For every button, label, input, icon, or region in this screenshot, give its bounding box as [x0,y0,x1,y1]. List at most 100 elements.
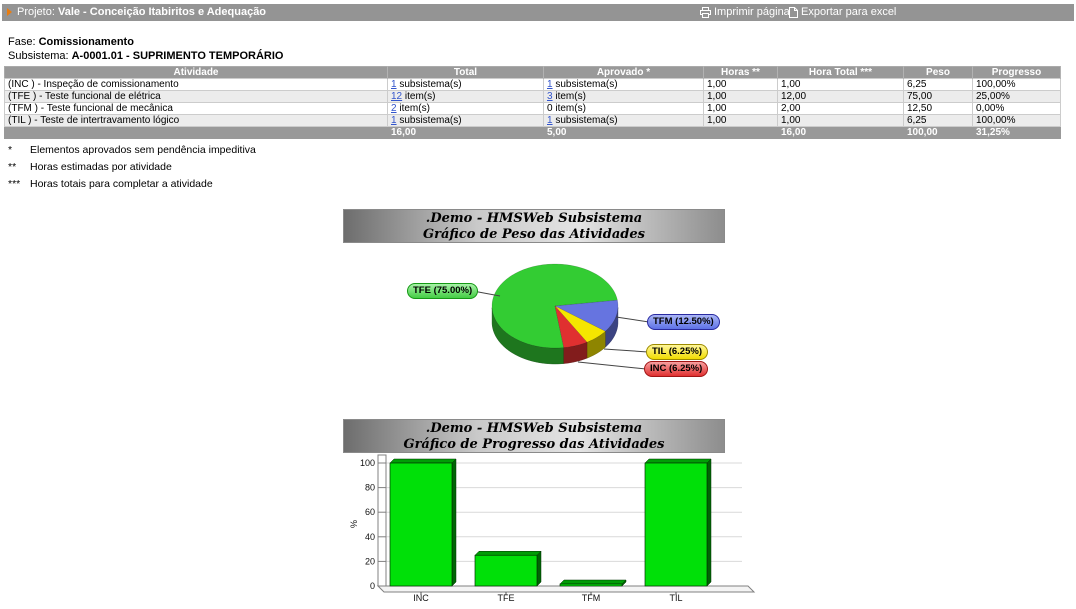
svg-text:TFM: TFM [582,593,601,603]
svg-text:0: 0 [370,581,375,591]
cell-hora-total: 1,00 [777,78,904,91]
table-row: (TFE ) - Teste funcional de elétrica 12 i… [4,90,1061,103]
svg-text:INC: INC [413,593,429,603]
col-hora-total: Hora Total *** [777,66,904,79]
svg-text:20: 20 [365,556,375,566]
cell-aprovado: 0 item(s) [543,102,704,115]
footnote-3: *** Horas totais para completar a ativid… [8,178,213,190]
bar-chart-canvas: 0 20 40 60 80 100% INC TFE TFM TIL [349,454,756,603]
table-header-row: Atividade Total Aprovado * Horas ** Hora… [4,66,1061,79]
cell-progresso: 100,00% [972,78,1061,91]
pie-chart: TFE (75.00%) TFM (12.50%) TIL (6.25%) IN… [340,248,770,400]
footnote-3-text: Horas totais para completar a atividade [30,178,213,190]
bar-chart-title-banner: .Demo - HMSWeb Subsistema Gráfico de Pro… [343,419,725,453]
pie-label-tfe: TFE (75.00%) [407,283,479,299]
cell-peso: 6,25 [903,78,973,91]
print-page-link[interactable]: Imprimir página [700,4,790,21]
total-count-link[interactable]: 12 [391,91,403,102]
bar-chart-title-line2: Gráfico de Progresso das Atividades [403,437,665,452]
total-count-link[interactable]: 1 [391,79,397,90]
approved-count-link[interactable]: 1 [547,115,553,126]
pie-chart-title-line2: Gráfico de Peso das Atividades [423,227,645,242]
subsystem-line: Subsistema: A-0001.01 - SUPRIMENTO TEMPO… [8,50,284,62]
cell-total: 1 subsistema(s) [387,114,544,127]
footer-horas [703,126,778,139]
table-row: (TIL ) - Teste de intertravamento lógico… [4,114,1061,127]
footnote-2-text: Horas estimadas por atividade [30,161,172,173]
svg-text:80: 80 [365,483,375,493]
col-atividade: Atividade [4,66,388,79]
phase-line: Fase: Comissionamento [8,36,134,48]
export-excel-link[interactable]: Exportar para excel [789,4,896,21]
pie-chart-title-banner: .Demo - HMSWeb Subsistema Gráfico de Pes… [343,209,725,243]
footnote-3-mark: *** [8,178,21,190]
cell-progresso: 0,00% [972,102,1061,115]
footnote-2-mark: ** [8,161,17,173]
approved-count: 0 [547,103,553,114]
svg-text:%: % [349,520,359,528]
cell-aprovado: 3 item(s) [543,90,704,103]
table-row: (TFM ) - Teste funcional de mecânica 2 it… [4,102,1061,115]
cell-total: 1 subsistema(s) [387,78,544,91]
footer-hora-total: 16,00 [777,126,904,139]
cell-peso: 6,25 [903,114,973,127]
cell-atividade: (TFM ) - Teste funcional de mecânica [4,102,388,115]
footnote-1-mark: * [8,144,13,156]
footnote-1-text: Elementos aprovados sem pendência impedi… [30,144,256,156]
col-horas: Horas ** [703,66,778,79]
footer-total: 16,00 [387,126,544,139]
svg-text:TIL: TIL [669,593,682,603]
cell-horas: 1,00 [703,114,778,127]
cell-total: 12 item(s) [387,90,544,103]
cell-peso: 75,00 [903,90,973,103]
bar-chart-title-line1: .Demo - HMSWeb Subsistema [425,421,643,436]
project-title-bar: Projeto: Vale - Conceição Itabiritos e A… [2,4,1074,21]
cell-atividade: (INC ) - Inspeção de comissionamento [4,78,388,91]
project-name: Vale - Conceição Itabiritos e Adequação [57,6,267,18]
cell-atividade: (TIL ) - Teste de intertravamento lógico [4,114,388,127]
cell-total: 2 item(s) [387,102,544,115]
svg-text:100: 100 [360,458,375,468]
project-label: Projeto: [17,6,55,18]
project-title: Projeto: Vale - Conceição Itabiritos e A… [17,4,266,21]
cell-hora-total: 12,00 [777,90,904,103]
footer-atividade [4,126,388,139]
table-row: (INC ) - Inspeção de comissionamento 1 su… [4,78,1061,91]
subsystem-value: A-0001.01 - SUPRIMENTO TEMPORÁRIO [71,50,284,62]
total-count-link[interactable]: 1 [391,115,397,126]
footer-peso: 100,00 [903,126,973,139]
col-peso: Peso [903,66,973,79]
pie-label-tfm: TFM (12.50%) [647,314,720,330]
table-footer-row: 16,00 5,00 16,00 100,00 31,25% [4,126,1061,139]
cell-hora-total: 2,00 [777,102,904,115]
cell-atividade: (TFE ) - Teste funcional de elétrica [4,90,388,103]
col-total: Total [387,66,544,79]
export-excel-label: Exportar para excel [801,6,897,18]
print-page-label: Imprimir página [714,6,790,18]
cell-hora-total: 1,00 [777,114,904,127]
footer-aprovado: 5,00 [543,126,704,139]
approved-count-link[interactable]: 1 [547,79,553,90]
svg-text:60: 60 [365,507,375,517]
cell-aprovado: 1 subsistema(s) [543,114,704,127]
cell-progresso: 100,00% [972,114,1061,127]
footnote-2: ** Horas estimadas por atividade [8,161,172,173]
phase-label: Fase: [8,36,36,48]
activity-table-body: (INC ) - Inspeção de comissionamento 1 su… [4,78,1061,127]
footer-progresso: 31,25% [972,126,1061,139]
svg-text:TFE: TFE [498,593,515,603]
cell-progresso: 25,00% [972,90,1061,103]
orange-arrow-icon [7,8,12,16]
pie-chart-title-line1: .Demo - HMSWeb Subsistema [425,211,643,226]
pie-label-til: TIL (6.25%) [646,344,708,360]
cell-horas: 1,00 [703,78,778,91]
total-count-link[interactable]: 2 [391,103,397,114]
svg-text:40: 40 [365,532,375,542]
footnote-1: * Elementos aprovados sem pendência impe… [8,144,256,156]
pie-label-inc: INC (6.25%) [644,361,709,377]
approved-count-link[interactable]: 3 [547,91,553,102]
pie-chart-canvas [472,263,650,370]
cell-horas: 1,00 [703,90,778,103]
subsystem-label: Subsistema: [8,50,69,62]
col-progresso: Progresso [972,66,1061,79]
